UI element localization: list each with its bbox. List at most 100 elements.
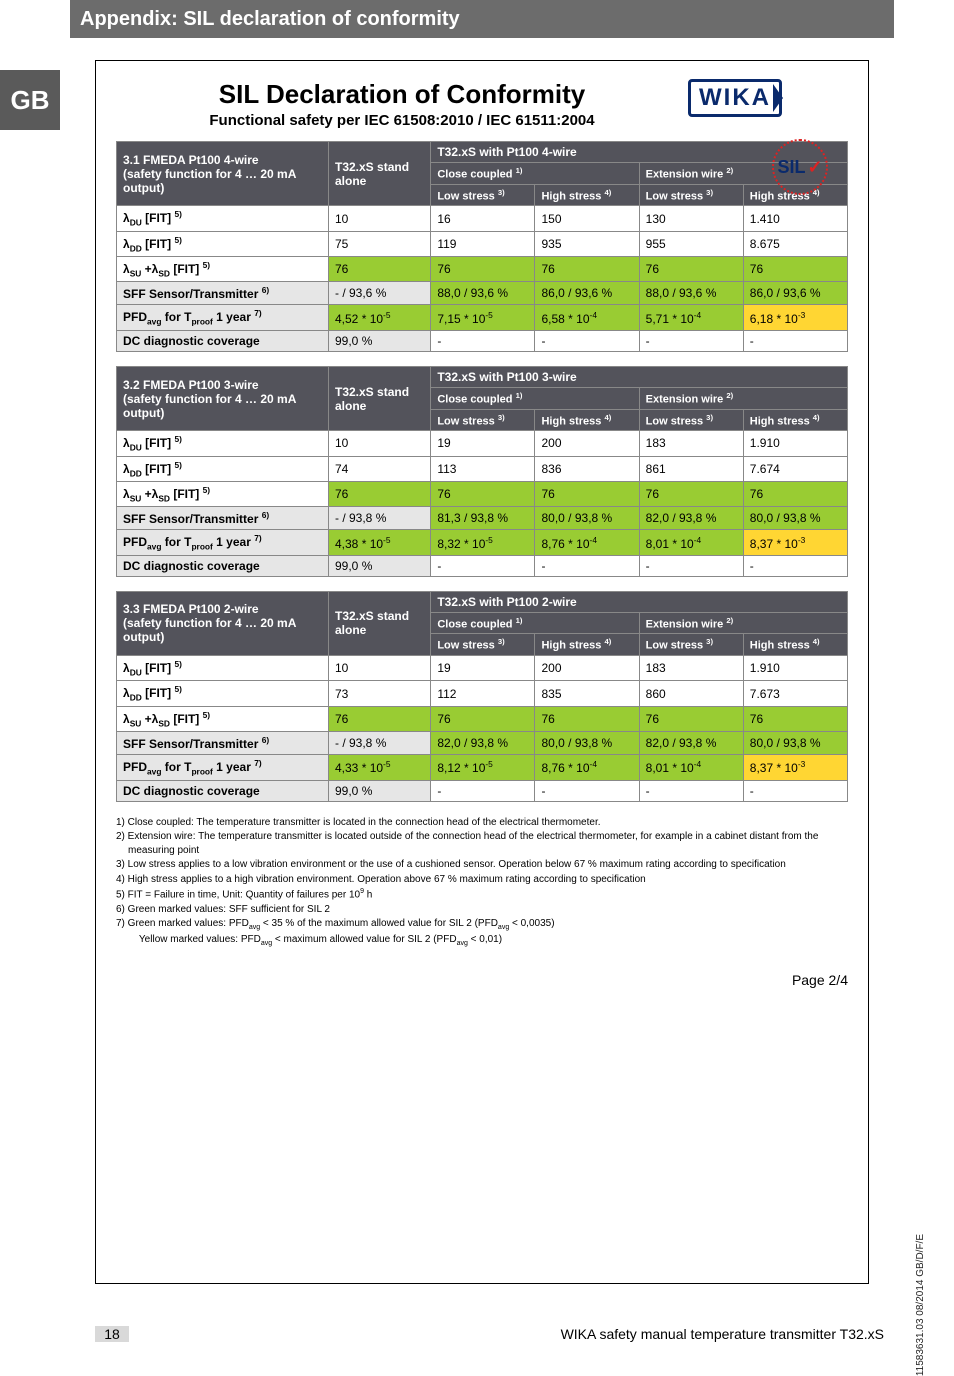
footer-text-right: WIKA safety manual temperature transmitt… [561, 1326, 884, 1342]
table-cell: 861 [639, 456, 743, 481]
table-cell: 76 [431, 706, 535, 731]
table-cell: - [639, 780, 743, 801]
table-cell: 860 [639, 681, 743, 706]
table-row-label: SFF Sensor/Transmitter 6) [117, 282, 329, 305]
table-cell: 113 [431, 456, 535, 481]
table-cell: - [535, 330, 639, 351]
table-cell: 76 [535, 706, 639, 731]
table-col-high-stress: High stress 4) [535, 409, 639, 431]
table-col-high-stress: High stress 4) [535, 634, 639, 656]
table-col-low-stress: Low stress 3) [431, 634, 535, 656]
footnotes: 1) Close coupled: The temperature transm… [116, 816, 848, 949]
table-row-label: SFF Sensor/Transmitter 6) [117, 732, 329, 755]
table-cell: 5,71 * 10-4 [639, 305, 743, 330]
table-cell: 8,37 * 10-3 [743, 755, 847, 780]
footnote-line: 5) FIT = Failure in time, Unit: Quantity… [116, 887, 848, 902]
table-cell: - [431, 330, 535, 351]
table-cell: 99,0 % [329, 780, 431, 801]
table-cell: 7.674 [743, 456, 847, 481]
table-col-t32-with: T32.xS with Pt100 3-wire [431, 366, 848, 387]
table-cell: 119 [431, 231, 535, 256]
table-cell: 82,0 / 93,8 % [639, 507, 743, 530]
table-cell: 4,52 * 10-5 [329, 305, 431, 330]
content-frame: SIL Declaration of Conformity Functional… [95, 60, 869, 1284]
table-cell: 183 [639, 431, 743, 456]
table-row-label: DC diagnostic coverage [117, 555, 329, 576]
table-cell: 8,12 * 10-5 [431, 755, 535, 780]
table-cell: 76 [431, 257, 535, 282]
vertical-doc-code: 11583631.03 08/2014 GB/D/F/E [915, 1234, 926, 1376]
table-cell: 183 [639, 656, 743, 681]
table-cell: 130 [639, 206, 743, 231]
table-cell: 76 [535, 257, 639, 282]
table-cell: 8,76 * 10-4 [535, 530, 639, 555]
table-cell: - [743, 330, 847, 351]
table-cell: - [639, 555, 743, 576]
table-cell: 8,32 * 10-5 [431, 530, 535, 555]
table-cell: 80,0 / 93,8 % [535, 507, 639, 530]
table-cell: 86,0 / 93,6 % [743, 282, 847, 305]
table-col-high-stress: High stress 4) [743, 409, 847, 431]
table-cell: 8,76 * 10-4 [535, 755, 639, 780]
table-cell: - [743, 555, 847, 576]
table-cell: 8,01 * 10-4 [639, 530, 743, 555]
table-cell: 88,0 / 93,6 % [431, 282, 535, 305]
table-cell: 80,0 / 93,8 % [743, 732, 847, 755]
fmeda-table-2: 3.2 FMEDA Pt100 3-wire (safety function … [116, 366, 848, 577]
table-row-label: DC diagnostic coverage [117, 780, 329, 801]
table-cell: 19 [431, 656, 535, 681]
table-row-label: λDD [FIT] 5) [117, 681, 329, 706]
appendix-top-bar: Appendix: SIL declaration of conformity [70, 0, 894, 38]
table-cell: 835 [535, 681, 639, 706]
table-cell: 16 [431, 206, 535, 231]
table-cell: 1.910 [743, 656, 847, 681]
table-cell: 4,38 * 10-5 [329, 530, 431, 555]
footnote-line: 3) Low stress applies to a low vibration… [116, 858, 848, 872]
table-cell: 7,15 * 10-5 [431, 305, 535, 330]
table-cell: - / 93,8 % [329, 507, 431, 530]
table-col-high-stress: High stress 4) [535, 184, 639, 206]
table-col-t32-alone: T32.xS stand alone [329, 591, 431, 655]
table-section-title: 3.2 FMEDA Pt100 3-wire (safety function … [117, 366, 329, 430]
main-title: SIL Declaration of Conformity [116, 79, 688, 110]
table-cell: 99,0 % [329, 555, 431, 576]
table-cell: 19 [431, 431, 535, 456]
fmeda-table-1: 3.1 FMEDA Pt100 4-wire (safety function … [116, 141, 848, 352]
table-cell: 76 [639, 706, 743, 731]
table-col-extension-wire: Extension wire 2) [639, 612, 847, 634]
table-row-label: DC diagnostic coverage [117, 330, 329, 351]
table-col-low-stress: Low stress 3) [431, 184, 535, 206]
table-cell: 6,58 * 10-4 [535, 305, 639, 330]
table-cell: 86,0 / 93,6 % [535, 282, 639, 305]
tables-container: 3.1 FMEDA Pt100 4-wire (safety function … [116, 141, 848, 802]
table-cell: 1.910 [743, 431, 847, 456]
subtitle: Functional safety per IEC 61508:2010 / I… [116, 112, 688, 129]
fmeda-table-3: 3.3 FMEDA Pt100 2-wire (safety function … [116, 591, 848, 802]
sil-badge-check-icon: ✓ [807, 157, 822, 178]
table-row-label: λSU +λSD [FIT] 5) [117, 706, 329, 731]
footnote-line: 4) High stress applies to a high vibrati… [116, 873, 848, 887]
wika-logo-text: WIKA [699, 84, 771, 111]
table-cell: 81,3 / 93,8 % [431, 507, 535, 530]
table-cell: 8,37 * 10-3 [743, 530, 847, 555]
table-col-t32-alone: T32.xS stand alone [329, 366, 431, 430]
table-cell: - [743, 780, 847, 801]
table-cell: 200 [535, 656, 639, 681]
table-cell: 7.673 [743, 681, 847, 706]
table-cell: 10 [329, 431, 431, 456]
table-cell: 4,33 * 10-5 [329, 755, 431, 780]
table-cell: 200 [535, 431, 639, 456]
table-col-low-stress: Low stress 3) [431, 409, 535, 431]
table-col-low-stress: Low stress 3) [639, 184, 743, 206]
table-col-extension-wire: Extension wire 2) [639, 387, 847, 409]
language-side-tab: GB [0, 70, 60, 130]
table-row-label: λDD [FIT] 5) [117, 231, 329, 256]
table-col-low-stress: Low stress 3) [639, 634, 743, 656]
table-cell: 76 [639, 257, 743, 282]
table-cell: - [535, 780, 639, 801]
table-cell: - [535, 555, 639, 576]
table-cell: 76 [743, 481, 847, 506]
table-cell: 955 [639, 231, 743, 256]
table-cell: 76 [329, 706, 431, 731]
table-col-close-coupled: Close coupled 1) [431, 163, 639, 185]
